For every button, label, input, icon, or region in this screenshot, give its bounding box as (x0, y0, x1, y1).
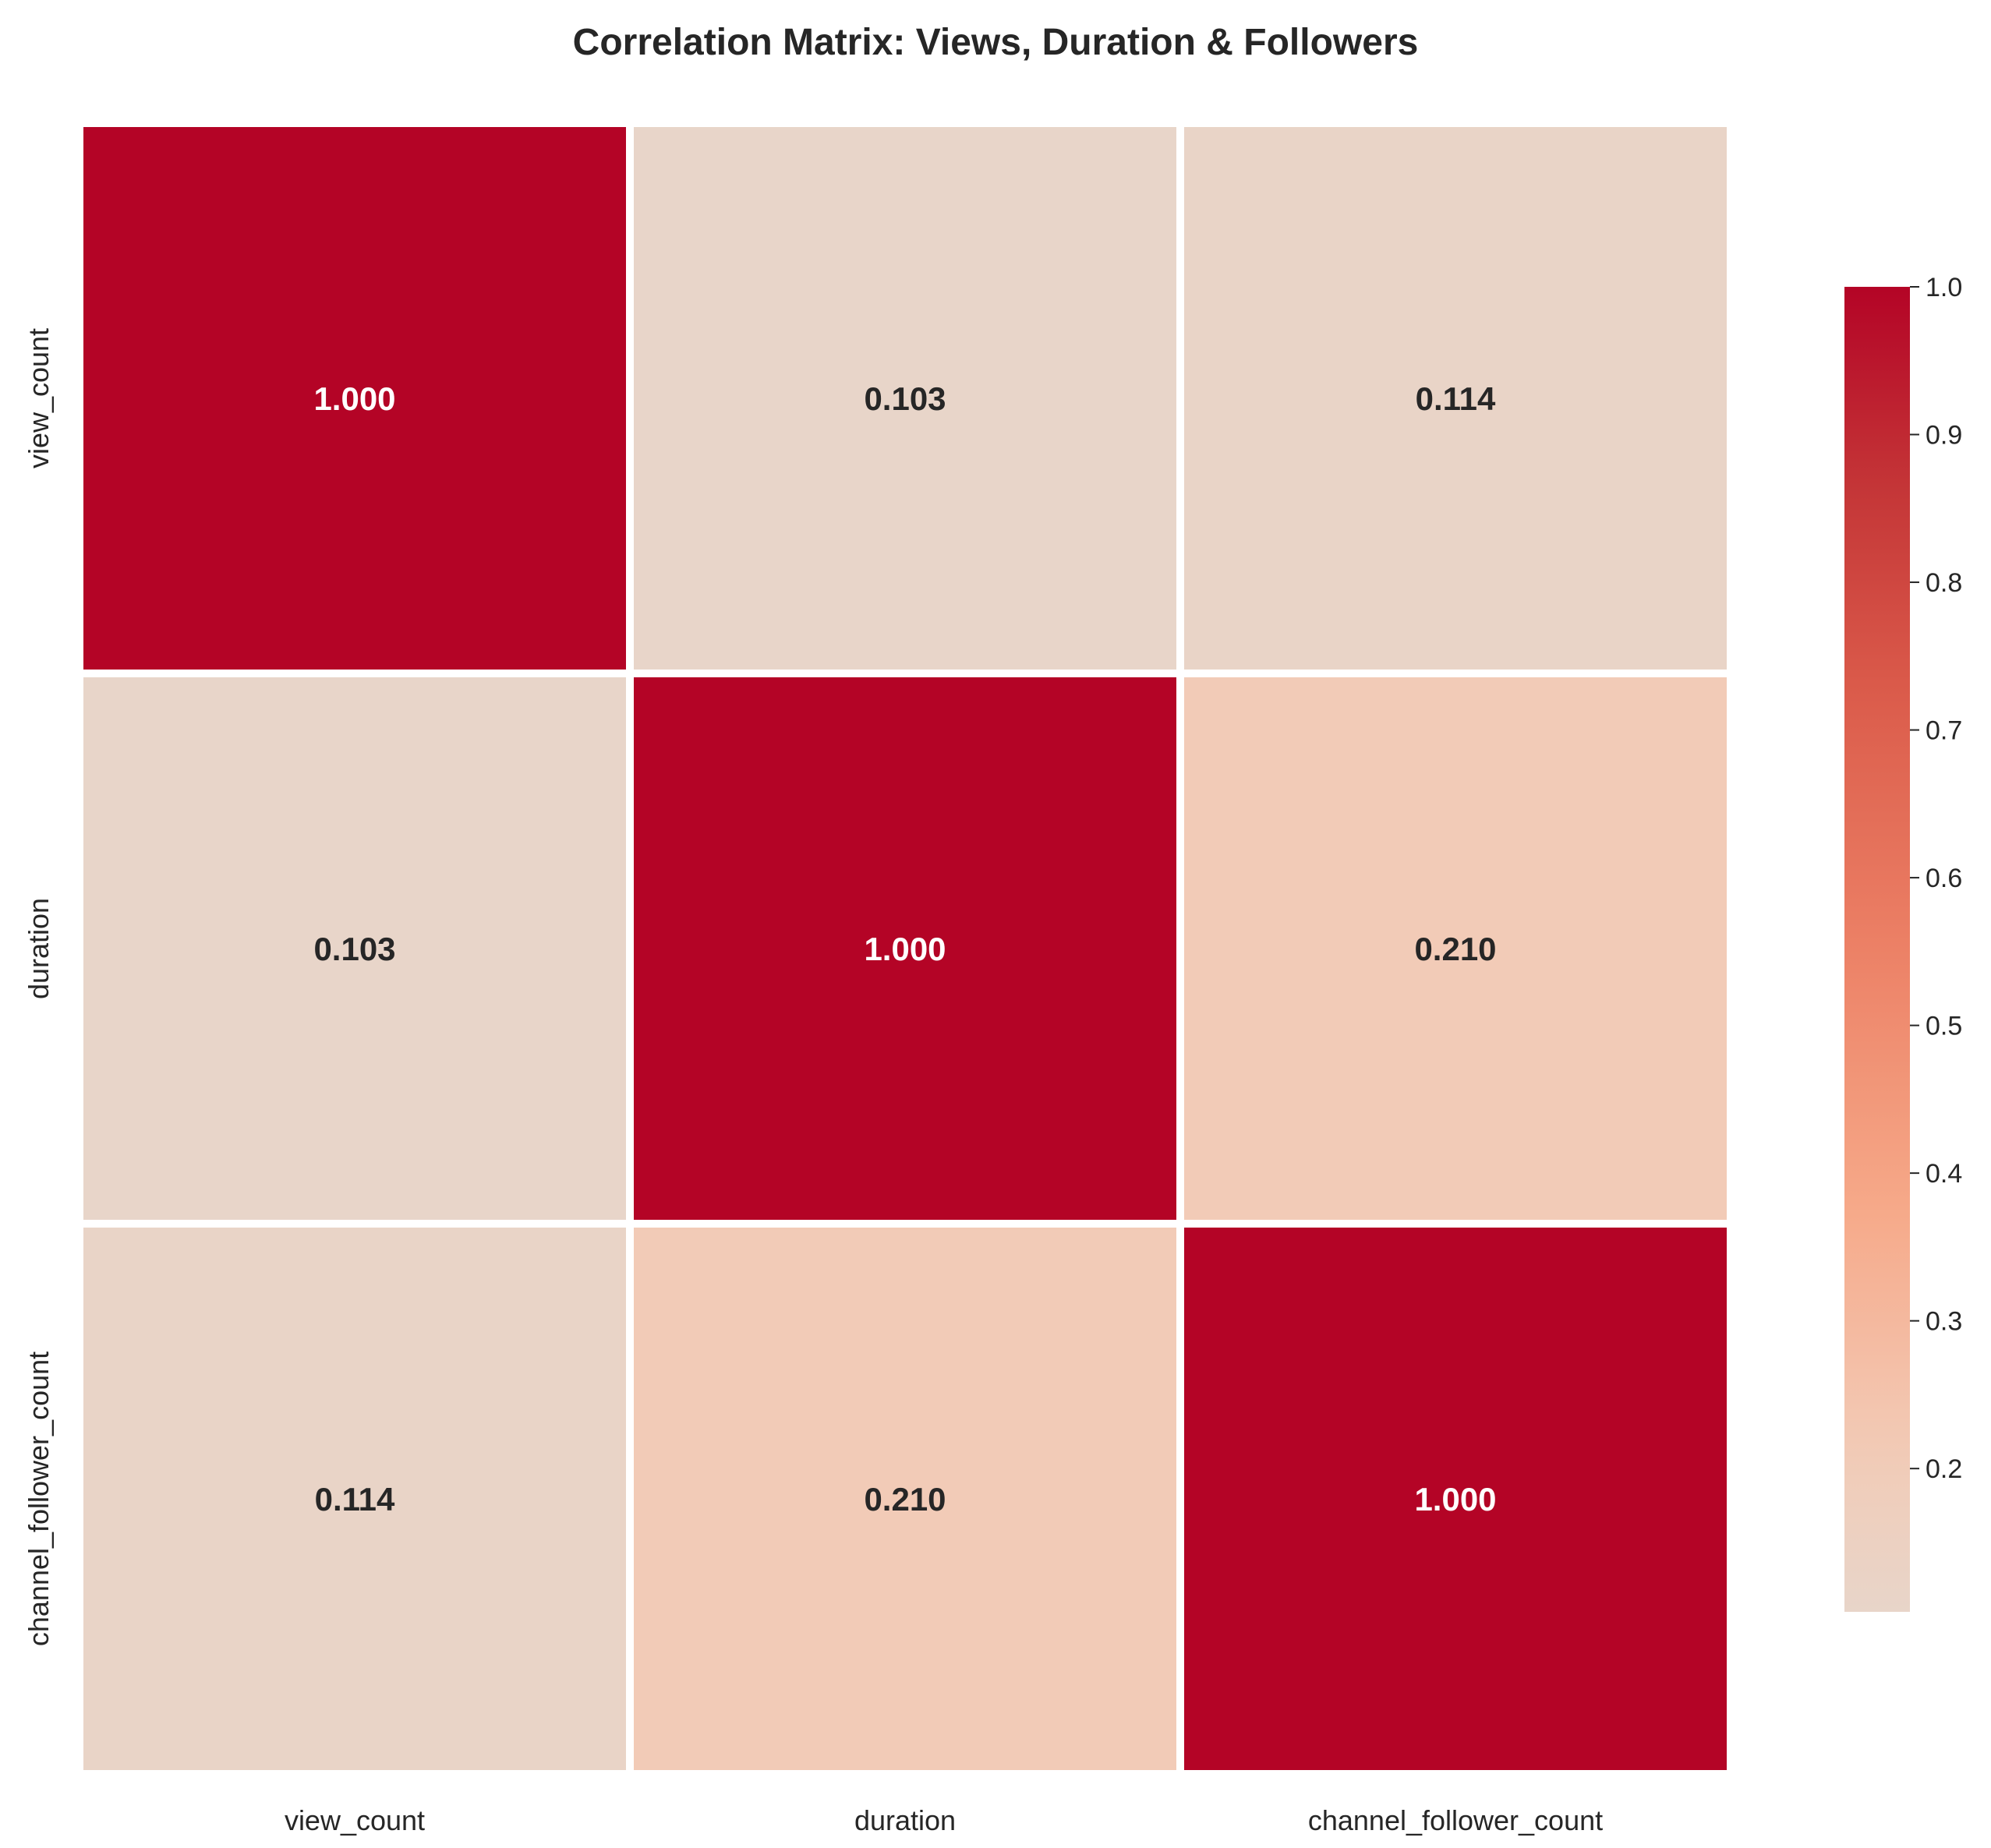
heatmap-cells: 1.000 0.103 0.114 0.103 1.000 0.210 0.114 0.210… (76, 119, 1735, 1778)
colorbar-tick-label-1.0: 1.0 (1926, 273, 1962, 302)
colorbar-tick-label-0.5: 0.5 (1926, 1012, 1962, 1041)
cell-value-label-view_count-channel_follower_count: 0.114 (1416, 380, 1496, 417)
colorbar-tick-label-0.8: 0.8 (1926, 568, 1962, 598)
cell-value-label-view_count-duration: 0.103 (864, 380, 946, 417)
x-axis-tick-labels: view_count duration channel_follower_count (285, 1804, 1603, 1836)
cell-value-label-duration-channel_follower_count: 0.210 (1414, 931, 1496, 967)
y-tick-label-view_count: view_count (23, 328, 55, 468)
y-tick-label-channel_follower_count: channel_follower_count (23, 1352, 55, 1646)
cell-value-label-duration-duration: 1.000 (864, 931, 946, 967)
cell-value-label-channel_follower_count-view_count: 0.114 (315, 1481, 395, 1518)
y-tick-label-duration: duration (23, 898, 55, 999)
heatmap-cell-channel_follower_count-channel_follower_count (1176, 1220, 1735, 1778)
cell-value-label-channel_follower_count-channel_follower_count: 1.000 (1414, 1481, 1496, 1518)
colorbar-tick-label-0.6: 0.6 (1926, 864, 1962, 893)
colorbar-gradient (1844, 287, 1910, 1612)
colorbar-tick-label-0.3: 0.3 (1926, 1307, 1962, 1337)
colorbar-tick-label-0.2: 0.2 (1926, 1454, 1962, 1484)
colorbar-tick-label-0.4: 0.4 (1926, 1159, 1962, 1189)
heatmap-cell-view_count-duration (626, 119, 1184, 677)
heatmap-cell-view_count-view_count (76, 119, 634, 677)
cell-value-label-duration-view_count: 0.103 (313, 931, 395, 967)
cell-value-label-view_count-view_count: 1.000 (313, 380, 395, 417)
chart-title: Correlation Matrix: Views, Duration & Fo… (573, 22, 1419, 63)
x-tick-label-duration: duration (854, 1804, 956, 1836)
heatmap-cell-view_count-channel_follower_count (1176, 119, 1735, 677)
colorbar: 0.2 0.3 0.4 0.5 0.6 0.7 0.8 0.9 1.0 (1844, 273, 1962, 1612)
colorbar-tick-label-0.7: 0.7 (1926, 716, 1962, 746)
heatmap-cell-channel_follower_count-view_count (76, 1220, 634, 1778)
colorbar-tick-label-0.9: 0.9 (1926, 421, 1962, 451)
y-axis-tick-labels: view_count duration channel_follower_count (23, 328, 55, 1646)
x-tick-label-channel_follower_count: channel_follower_count (1308, 1804, 1603, 1836)
heatmap-cell-channel_follower_count-duration (626, 1220, 1184, 1778)
x-tick-label-view_count: view_count (285, 1804, 425, 1836)
cell-value-label-channel_follower_count-duration: 0.210 (864, 1481, 946, 1518)
